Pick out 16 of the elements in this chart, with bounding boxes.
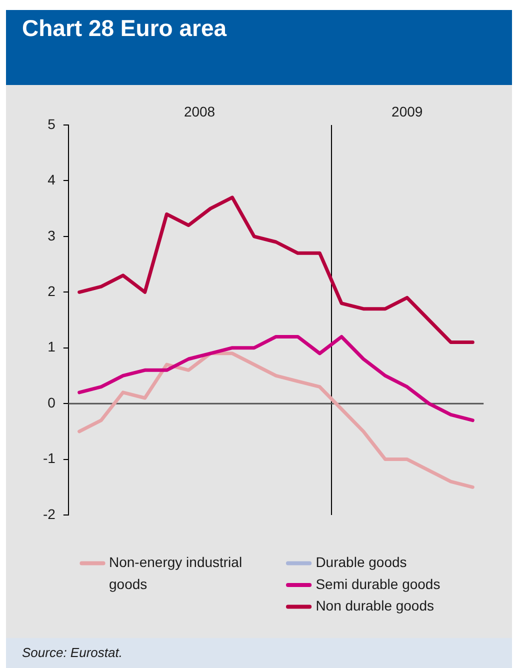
legend-label: Semi durable goods (316, 576, 440, 592)
text: 2009 (392, 104, 423, 120)
y-tick-label: -1 (42, 450, 56, 466)
y-tick-label: 2 (48, 283, 56, 299)
y-tick-label: 0 (48, 394, 56, 410)
text: 2008 (184, 104, 216, 120)
legend-label: Durable goods (316, 554, 407, 570)
legend-label: Non-energy industrial goods (109, 554, 242, 592)
source-note: Source: Eurostat. (22, 644, 122, 662)
y-tick-label: 3 (48, 227, 56, 244)
y-tick-label: 5 (48, 116, 56, 132)
legend-label: Non durable goods (316, 598, 434, 614)
chart-title: Chart 28 Euro area (22, 14, 227, 43)
y-tick-label: 4 (48, 172, 56, 188)
y-tick-label: 1 (48, 338, 56, 355)
y-tick-label: -2 (42, 506, 56, 522)
